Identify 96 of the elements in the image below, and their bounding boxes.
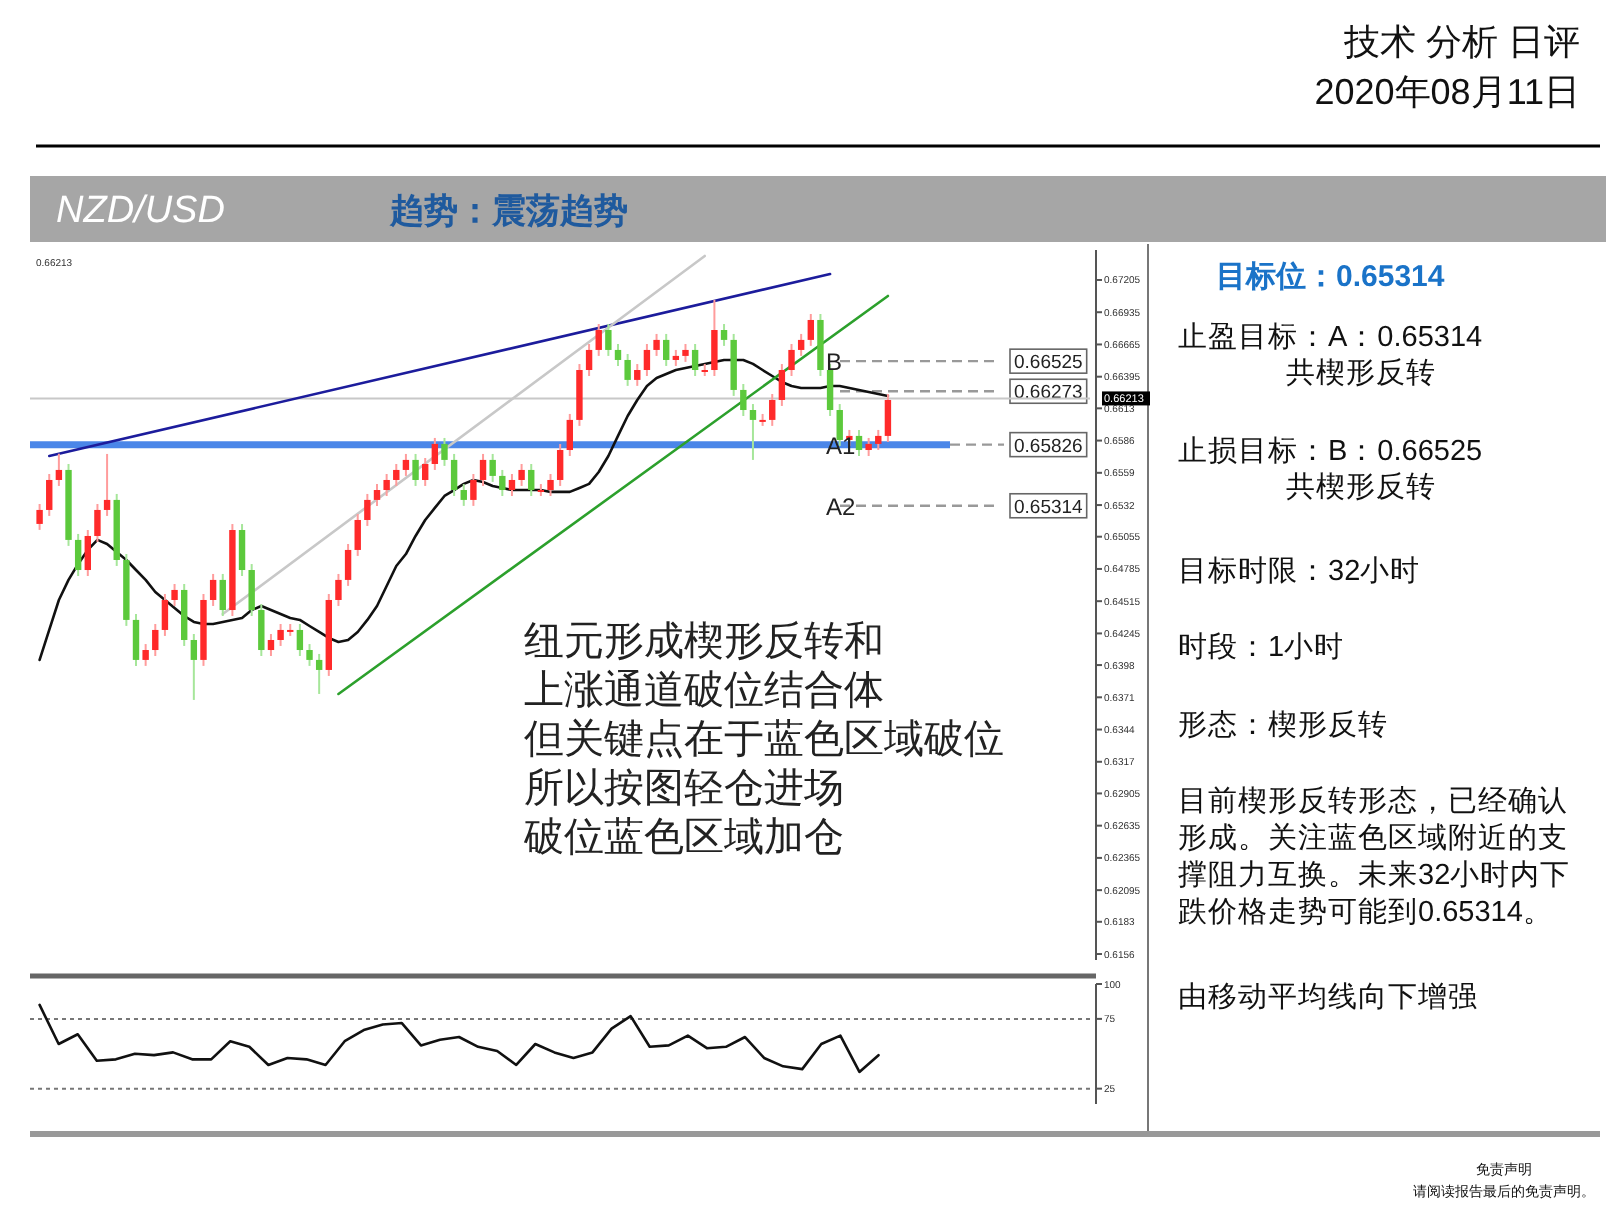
- candlestick: [634, 363, 641, 387]
- candlestick: [489, 452, 496, 483]
- candlestick: [855, 428, 863, 457]
- candlestick: [46, 473, 53, 517]
- candlestick: [161, 593, 169, 637]
- candlestick: [528, 462, 535, 497]
- candlestick: [807, 313, 814, 347]
- ref-line-label: 0.65826: [1014, 435, 1083, 458]
- candlestick: [84, 529, 91, 577]
- annotation: A1: [826, 431, 857, 460]
- candlestick: [460, 483, 467, 507]
- candlestick: [720, 323, 728, 347]
- candlestick: [441, 436, 448, 467]
- candlestick: [431, 436, 439, 471]
- candlestick: [209, 572, 217, 607]
- candlestick: [94, 502, 101, 543]
- candlestick: [296, 622, 304, 657]
- candlestick: [306, 643, 313, 667]
- candlestick: [769, 393, 776, 427]
- candlestick: [74, 532, 82, 577]
- candlestick: [412, 452, 419, 487]
- candlestick: [884, 393, 892, 443]
- candlestick: [142, 643, 149, 667]
- candlestick: [518, 462, 525, 487]
- text: 目前楔形反转形态，已经确认形成。关注蓝色区域附近的支撑阻力互换。未来32小时内下跌价格走势可能到0.65314。: [1178, 784, 1571, 929]
- line-series: [38, 1003, 880, 1074]
- candlestick: [219, 572, 226, 617]
- candlestick: [393, 462, 400, 487]
- candlestick: [364, 492, 371, 527]
- candlestick: [267, 633, 275, 657]
- candlestick: [499, 468, 506, 497]
- candlestick: [508, 473, 516, 497]
- text: 目标位：0.65314: [1216, 260, 1446, 294]
- ref-line-label: 0.66525: [1014, 352, 1083, 375]
- candlestick: [749, 403, 757, 461]
- candlestick: [383, 473, 390, 497]
- candlestick: [566, 412, 573, 457]
- annotation: 破位蓝色区域加仓: [522, 816, 844, 860]
- candlestick: [711, 298, 718, 377]
- candlestick: [740, 382, 747, 417]
- candlestick: [36, 502, 43, 531]
- candlestick: [788, 342, 795, 377]
- candlestick: [248, 563, 255, 617]
- candlestick: [595, 323, 602, 357]
- candlestick: [450, 452, 458, 497]
- candlestick: [171, 582, 178, 607]
- candlestick: [258, 603, 265, 657]
- candlestick: [556, 443, 564, 487]
- chart-subtitle: 趋势：震荡趋势: [388, 192, 628, 230]
- text: 由移动平均线向下增强: [1178, 980, 1478, 1014]
- text: 形态：楔形反转: [1178, 708, 1388, 742]
- candlestick: [152, 622, 159, 657]
- text: 止损目标：B：0.66525: [1178, 434, 1483, 468]
- candlestick: [335, 572, 342, 607]
- candlestick: [875, 428, 882, 451]
- annotation: A2: [826, 492, 857, 521]
- text: 共楔形反转: [1286, 470, 1436, 504]
- text: 目标时限：32小时: [1178, 554, 1421, 588]
- candlestick: [624, 353, 631, 387]
- candlestick: [422, 457, 429, 487]
- candlestick: [103, 452, 111, 517]
- candlestick: [190, 633, 198, 701]
- candlestick: [605, 323, 612, 357]
- candlestick: [344, 542, 352, 587]
- candlestick: [797, 332, 805, 357]
- candlestick: [614, 342, 622, 367]
- candlestick: [238, 523, 246, 577]
- candlestick: [315, 652, 323, 695]
- text: 技术 分析 日评: [1341, 22, 1580, 62]
- candlestick: [691, 342, 699, 377]
- candlestick: [132, 612, 140, 667]
- text: 止盈目标：A：0.65314: [1178, 320, 1483, 354]
- text: 时段：1小时: [1178, 630, 1345, 664]
- annotation: 所以按图轻仓进场: [524, 767, 844, 811]
- candlestick: [402, 452, 410, 477]
- candlestick: [479, 452, 487, 487]
- ref-line-label: 0.65314: [1014, 496, 1083, 519]
- candlestick: [778, 363, 786, 407]
- candlestick: [865, 436, 872, 457]
- ref-line-label: 0.66273: [1014, 382, 1083, 405]
- chart-title: NZD/USD: [56, 190, 226, 232]
- candlestick: [643, 342, 651, 377]
- annotation: 纽元形成楔形反转和: [524, 620, 884, 664]
- candlestick: [653, 332, 660, 357]
- candlestick: [585, 342, 593, 377]
- candlestick: [55, 452, 63, 487]
- candlestick: [663, 332, 670, 367]
- annotation: 上涨通道破位结合体: [524, 669, 884, 713]
- candlestick: [470, 473, 477, 507]
- text: 共楔形反转: [1286, 356, 1436, 390]
- candlestick: [373, 483, 381, 507]
- annotation: B: [826, 348, 843, 377]
- annotation: 但关键点在于蓝色区域破位: [524, 718, 1004, 762]
- candlestick: [354, 513, 361, 557]
- candlestick: [547, 473, 554, 497]
- text: 2020年08月11日: [1314, 72, 1580, 112]
